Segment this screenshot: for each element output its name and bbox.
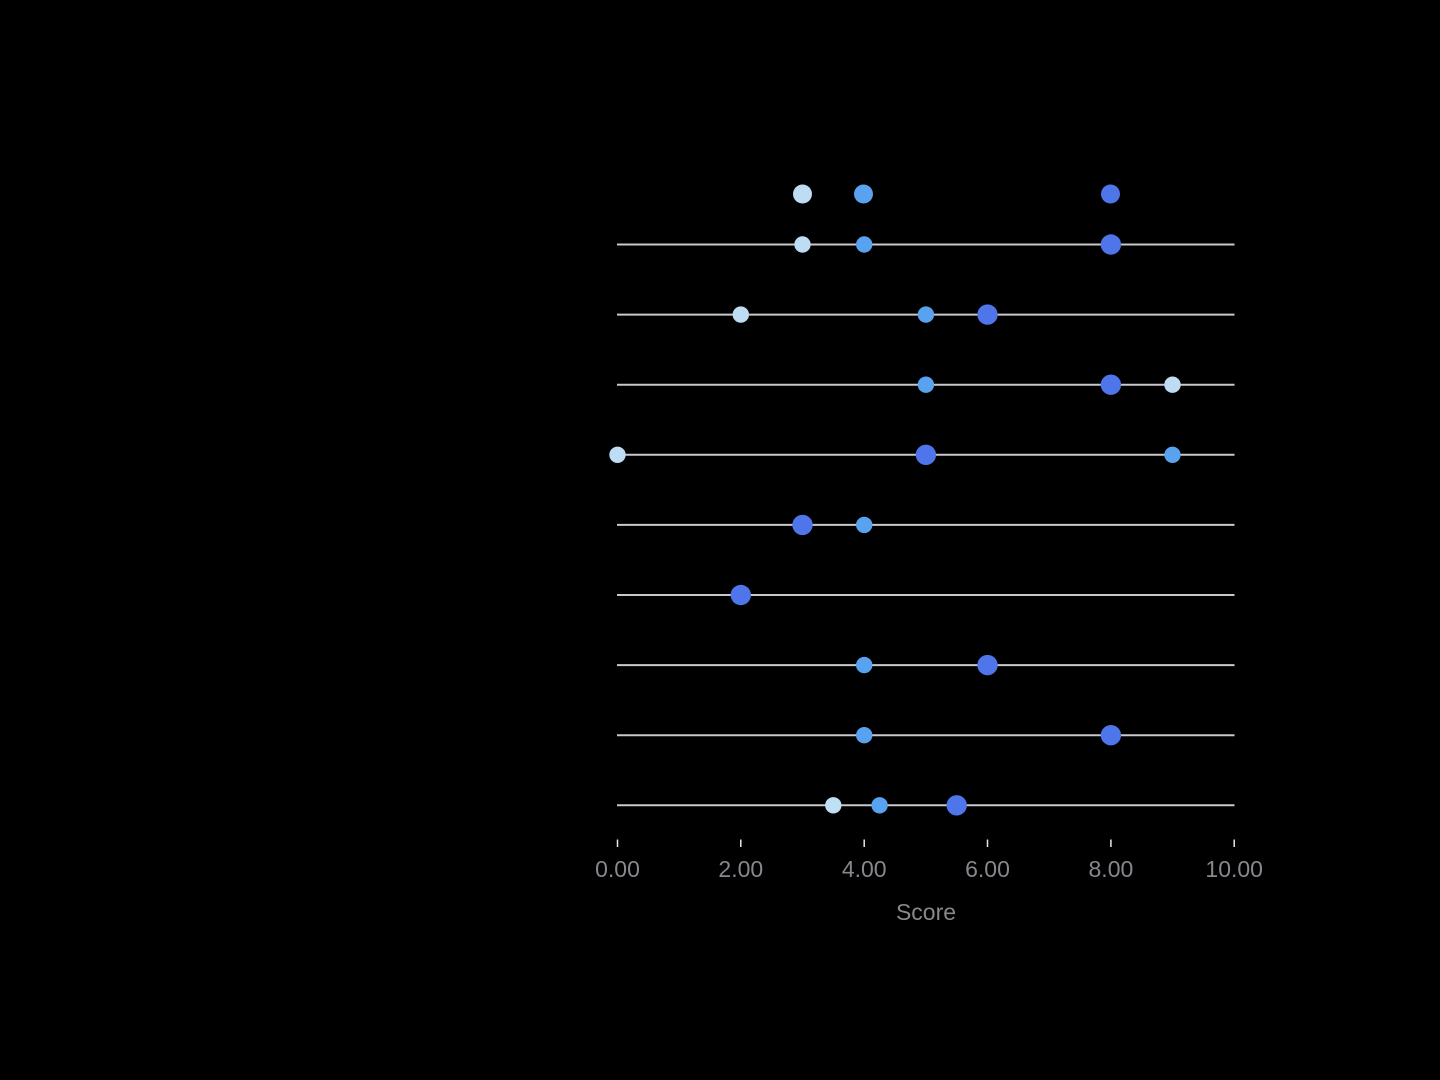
svg-text:6.00: 6.00 [965,856,1010,882]
svg-text:Score: Score [896,899,956,925]
svg-text:8.00: 8.00 [1089,856,1134,882]
svg-text:0.00: 0.00 [595,856,640,882]
svg-text:4.00: 4.00 [842,856,887,882]
svg-text:2.00: 2.00 [718,856,763,882]
svg-text:10.00: 10.00 [1205,856,1263,882]
